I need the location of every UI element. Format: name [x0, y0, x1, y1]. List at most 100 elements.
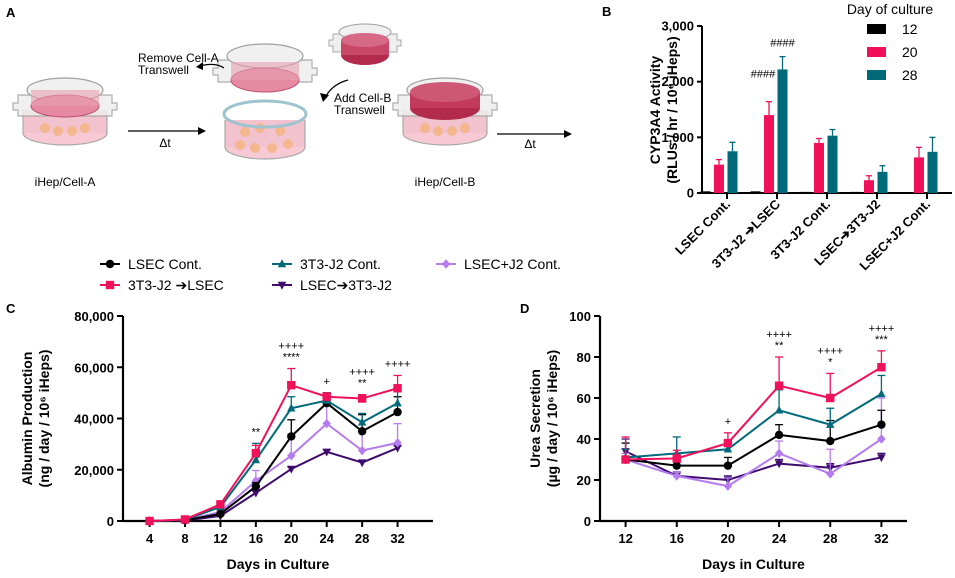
data-point: [180, 515, 190, 524]
well-left-icon: [12, 77, 118, 146]
x-tick-label: 20: [284, 531, 298, 546]
data-point: [287, 380, 296, 390]
arrowhead-remove-icon: [196, 62, 203, 70]
data-point: [774, 381, 784, 390]
bar-12-3: [850, 191, 861, 194]
remove-label-line1: Remove Cell-A: [138, 51, 219, 65]
significance-annotation: *: [828, 356, 833, 368]
data-point: [774, 430, 784, 440]
data-point: [322, 392, 331, 401]
significance-annotation: **: [252, 426, 261, 438]
x-tick-label: 20: [721, 531, 735, 546]
data-point: [287, 450, 296, 461]
add-label-line1: Add Cell-B: [334, 91, 391, 105]
series-3T3-J2 Cont.: [145, 390, 402, 525]
data-point: [774, 460, 784, 469]
data-point: [322, 418, 331, 429]
panel-b-label: B: [602, 4, 611, 19]
data-point: [774, 405, 784, 414]
legend-swatch-28: [867, 70, 886, 80]
right-well-caption: iHep/Cell-B: [415, 175, 476, 189]
data-point: [621, 455, 630, 464]
data-point: [145, 516, 154, 526]
data-point: [672, 461, 681, 470]
series-line: [625, 393, 882, 459]
y-tick-label: 60,000: [74, 360, 114, 375]
legend-label-20: 20: [902, 44, 918, 60]
x-tick-label: 8: [181, 531, 188, 546]
series-line: [625, 438, 882, 488]
series-3T3-J2 ➔LSEC: [145, 367, 402, 526]
y-tick-label: 20,000: [74, 463, 114, 478]
well-right-icon: [392, 77, 498, 146]
legend-title: Day of culture: [847, 1, 934, 17]
series-LSEC+J2 Cont.: [621, 397, 886, 491]
series-line: [149, 447, 398, 522]
bar-28-1: [777, 69, 788, 193]
bar-20-4: [914, 157, 924, 193]
data-point: [774, 448, 784, 459]
legend-marker-circle-icon: [105, 259, 115, 269]
series-line: [149, 422, 398, 522]
y-axis-title: CYP3A4 Activity (RLUs / hr / 10⁶ iHeps): [647, 36, 680, 183]
panel-c-line-chart: C 0 20,000 40,000 60,000 80,000 4 8 12 16 20 24 28 32…: [6, 301, 433, 572]
arrow-right-icon: [128, 127, 206, 135]
data-point: [357, 445, 367, 456]
data-point: [251, 448, 261, 458]
bar-28-4: [927, 151, 938, 193]
legend-label-28: 28: [902, 67, 918, 83]
data-point: [826, 393, 835, 403]
bar-12-2: [800, 191, 811, 194]
panel-d-line-chart: D 0 20 40 60 80 100 12 16 20 24 28 32 Days in Culture…: [520, 301, 907, 572]
data-point: [723, 444, 733, 453]
data-point: [393, 384, 402, 393]
x-tick-label: 12: [213, 531, 227, 546]
data-point: [287, 465, 296, 474]
legend-marker-triangle-down-icon: [277, 281, 287, 290]
y-tick-label: 80,000: [74, 309, 114, 324]
series-line: [625, 366, 882, 461]
remove-label-line2: Transwell: [138, 63, 189, 77]
y-tick-label: 40: [577, 432, 591, 447]
x-tick-label: 24: [772, 531, 787, 546]
y-axis-title-line2: (ng / day / 10⁶ iHeps): [36, 350, 52, 488]
y-axis-title-line1: Albumin Production: [19, 352, 35, 486]
significance-annotation: ++++: [817, 345, 843, 357]
data-point: [393, 438, 402, 448]
series-line: [625, 450, 882, 482]
line-chart-legend: LSEC Cont. 3T3-J2 Cont. LSEC+J2 Cont. 3T3-J…: [100, 256, 561, 293]
y-tick-label: 0: [687, 186, 694, 201]
series-LSEC➔3T3-J2: [621, 438, 886, 485]
arrow-right-icon: [497, 130, 572, 138]
delta-t-label-2: Δt: [524, 137, 536, 151]
data-point: [826, 419, 835, 428]
series-3T3-J2 ➔LSEC: [621, 350, 886, 464]
legend-marker-triangle-up-icon: [277, 259, 287, 268]
significance-annotation: ####: [751, 69, 776, 81]
bar-12-0: [700, 191, 711, 193]
data-point: [357, 417, 367, 426]
data-point: [826, 469, 835, 479]
delta-t-label-1: Δt: [159, 136, 171, 150]
transwell-cell-b-icon: [328, 23, 402, 65]
bar-28-3: [877, 171, 888, 193]
data-point: [877, 454, 886, 463]
data-point: [877, 420, 886, 429]
y-tick-label: 1,000: [661, 130, 694, 145]
y-tick-label: 60: [577, 391, 591, 406]
y-axis-title: Urea Secretion (µg / day / 10⁶ iHeps): [527, 350, 560, 487]
significance-annotation: +: [725, 416, 731, 428]
data-point: [723, 461, 733, 470]
significance-annotation: ****: [283, 352, 301, 364]
data-point: [723, 481, 733, 491]
x-tick-label: 16: [249, 531, 263, 546]
panel-b-bar-chart: B 0 1,000 2,000 3,000 CYP3A4 Activity (RLUs / …: [602, 1, 952, 273]
y-tick-label: 100: [569, 309, 591, 324]
data-point: [216, 509, 225, 519]
x-tick-label: 4: [146, 531, 154, 546]
legend-label-3: 3T3-J2 ➔LSEC: [128, 277, 224, 293]
significance-annotation: ++++: [349, 367, 375, 379]
significance-annotation: ***: [875, 334, 889, 346]
legend-label-4: LSEC➔3T3-J2: [300, 277, 392, 293]
add-label-line2: Transwell: [334, 103, 385, 117]
